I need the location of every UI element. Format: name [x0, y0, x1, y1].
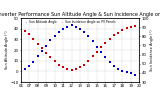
Point [125, 72, 128, 73]
Point [75, 26, 77, 27]
Point [45, 52, 48, 54]
Point [129, 73, 132, 74]
Point [32, 38, 35, 40]
Legend: Sun Altitude Angle, Sun Incidence Angle on PV Panels: Sun Altitude Angle, Sun Incidence Angle … [22, 20, 116, 24]
Point [49, 40, 52, 41]
Point [75, 68, 77, 70]
Point [70, 25, 73, 26]
Point [58, 64, 60, 65]
Point [108, 38, 111, 40]
Y-axis label: Sun Incidence Angle (°): Sun Incidence Angle (°) [150, 29, 154, 71]
Point [28, 65, 31, 67]
Point [41, 47, 43, 49]
Point [41, 50, 43, 52]
Point [87, 60, 90, 62]
Point [53, 60, 56, 62]
Point [79, 67, 81, 68]
Point [83, 64, 85, 65]
Point [121, 29, 124, 31]
Y-axis label: Sun Altitude Angle (°): Sun Altitude Angle (°) [5, 31, 9, 69]
Point [24, 68, 26, 70]
Point [104, 42, 107, 44]
Point [83, 31, 85, 33]
Point [66, 26, 69, 27]
Point [91, 56, 94, 57]
Title: Solar PV/Inverter Performance Sun Altitude Angle & Sun Incidence Angle on PV Pan: Solar PV/Inverter Performance Sun Altitu… [0, 12, 160, 17]
Point [79, 28, 81, 29]
Point [45, 45, 48, 46]
Point [87, 35, 90, 37]
Point [66, 68, 69, 70]
Point [100, 46, 102, 48]
Point [53, 35, 56, 37]
Point [104, 57, 107, 58]
Point [112, 65, 115, 67]
Point [28, 34, 31, 35]
Point [70, 69, 73, 71]
Point [24, 30, 26, 32]
Point [36, 56, 39, 57]
Point [117, 32, 119, 33]
Point [112, 35, 115, 36]
Point [117, 68, 119, 70]
Point [49, 56, 52, 58]
Point [100, 51, 102, 53]
Point [96, 46, 98, 48]
Point [91, 41, 94, 42]
Point [36, 43, 39, 44]
Point [129, 26, 132, 28]
Point [134, 74, 136, 75]
Point [134, 25, 136, 27]
Point [121, 70, 124, 72]
Point [58, 31, 60, 33]
Point [96, 51, 98, 53]
Point [125, 27, 128, 29]
Point [62, 67, 64, 68]
Point [108, 61, 111, 62]
Point [32, 61, 35, 62]
Point [62, 28, 64, 29]
